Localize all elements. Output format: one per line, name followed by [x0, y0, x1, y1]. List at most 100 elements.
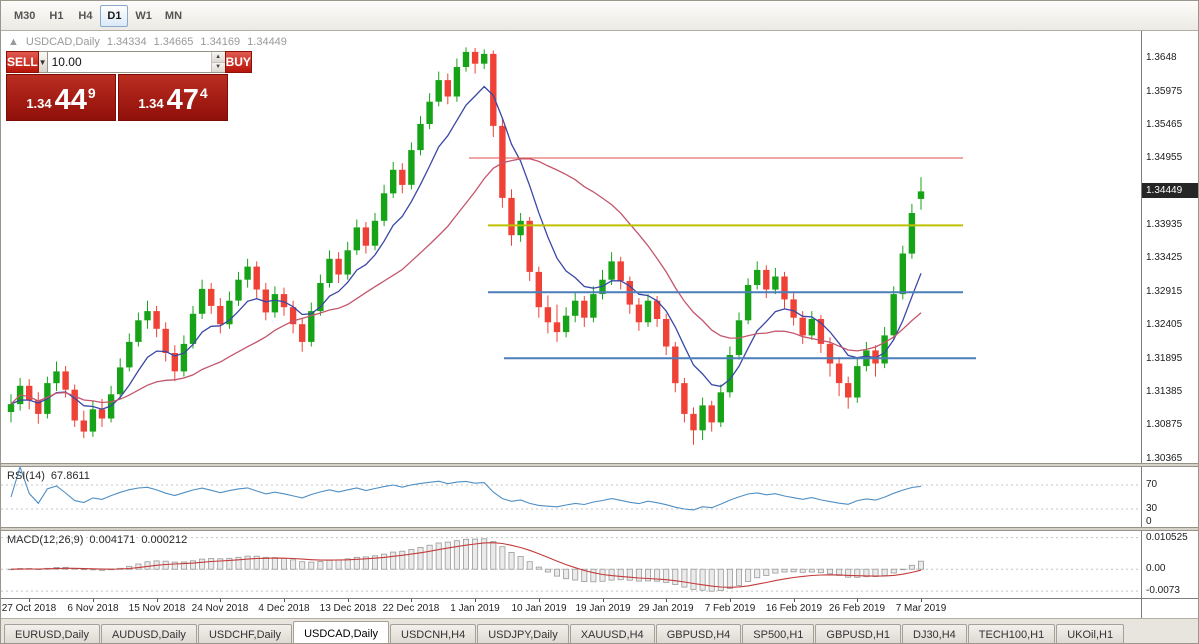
candle-body — [180, 343, 188, 372]
macd-histogram-bar — [681, 568, 688, 588]
volume-input[interactable] — [47, 52, 211, 72]
volume-dropdown-button[interactable]: ▼ — [38, 51, 48, 73]
time-axis-tick — [730, 599, 731, 602]
macd-histogram-bar — [235, 556, 242, 570]
price-axis-label: 1.33935 — [1146, 219, 1183, 230]
macd-name: MACD(12,26,9) — [7, 534, 84, 546]
volume-increase-button[interactable]: ▲ — [211, 52, 225, 63]
candle-body — [353, 227, 360, 251]
candle-body — [317, 283, 324, 312]
trade-prices-row: 1.34 44 9 1.34 47 4 — [6, 74, 228, 121]
macd-histogram-bar — [171, 561, 178, 570]
main-chart-pane: 1.34449 1.3648 1.35975 1.35465 1.34955 1.339… — [1, 31, 1198, 464]
macd-histogram-bar — [253, 555, 260, 570]
candle-body — [499, 125, 506, 198]
candle-body — [681, 383, 688, 414]
macd-chart-svg[interactable] — [1, 531, 1141, 598]
price-axis[interactable]: 1.34449 1.3648 1.35975 1.35465 1.34955 1.339… — [1141, 31, 1198, 464]
chart-tab-dj30-h4[interactable]: DJ30,H4 — [902, 624, 967, 643]
candle-body — [371, 220, 379, 246]
candle-body — [71, 389, 78, 421]
chart-tab-tech100-h1[interactable]: TECH100,H1 — [967, 624, 1056, 643]
ma-slow-line — [10, 158, 922, 405]
candle-body — [845, 383, 852, 398]
macd-histogram-bar — [335, 559, 342, 570]
rsi-axis-label: 30 — [1146, 503, 1158, 514]
time-axis-tick — [475, 599, 476, 602]
chart-tab-usdcnh-h4[interactable]: USDCNH,H4 — [390, 624, 477, 643]
candle-body — [7, 404, 15, 412]
candle-body — [399, 169, 406, 185]
time-axis-tick — [794, 599, 795, 602]
time-axis-label: 22 Dec 2018 — [382, 603, 440, 614]
macd-histogram-bar — [271, 557, 278, 570]
macd-histogram-bar — [462, 538, 469, 570]
timeframe-button-h1[interactable]: H1 — [49, 9, 64, 22]
chart-tab-usdjpy-daily[interactable]: USDJPY,Daily — [477, 624, 569, 643]
candle-body — [890, 294, 897, 336]
candle-body — [881, 335, 888, 364]
collapse-arrow-icon[interactable]: ▲ — [8, 36, 19, 48]
macd-histogram-bar — [526, 561, 533, 570]
time-axis[interactable]: 27 Oct 2018 6 Nov 2018 15 Nov 2018 24 Nov 2… — [1, 598, 1198, 618]
chart-tab-audusd-daily[interactable]: AUDUSD,Daily — [100, 624, 197, 643]
chart-tab-gbpusd-h1[interactable]: GBPUSD,H1 — [815, 624, 901, 643]
time-axis-label: 19 Jan 2019 — [575, 603, 631, 614]
chart-tab-eurusd-daily[interactable]: EURUSD,Daily — [4, 624, 100, 643]
candle-body — [635, 304, 643, 323]
timeframe-button-mn[interactable]: MN — [164, 9, 183, 22]
pane-splitter-rsi[interactable] — [1, 463, 1198, 467]
macd-histogram-bar — [808, 568, 815, 573]
candle-body — [126, 341, 133, 368]
buy-price-tile[interactable]: 1.34 47 4 — [118, 74, 228, 121]
chart-tabs-bar: EURUSD,Daily AUDUSD,Daily USDCHF,Daily USDC… — [1, 618, 1198, 643]
candle-body — [235, 279, 242, 301]
macd-histogram-bar — [817, 568, 824, 574]
macd-axis-label: 0.010525 — [1146, 532, 1188, 543]
macd-histogram-bar — [353, 556, 360, 570]
chart-tab-gbpusd-h4[interactable]: GBPUSD,H4 — [655, 624, 742, 643]
timeframe-button-w1[interactable]: W1 — [135, 9, 152, 22]
one-click-trading-panel: SELL ▼ ▲ ▼ BUY 1.34 44 9 — [6, 51, 252, 121]
time-axis-tick — [220, 599, 221, 602]
macd-histogram-bar — [444, 541, 451, 570]
macd-histogram-bar — [590, 568, 597, 583]
timeframe-toolbar: M30 H1 H4 D1 W1 MN — [1, 1, 1198, 31]
chart-tab-usdchf-daily[interactable]: USDCHF,Daily — [197, 624, 293, 643]
macd-histogram-bar — [790, 568, 797, 573]
macd-axis[interactable]: 0.010525 0.00 -0.0073 — [1141, 531, 1198, 598]
rsi-chart-svg[interactable] — [1, 467, 1141, 527]
chart-tab-ukoil-h1[interactable]: UKOil,H1 — [1056, 624, 1125, 643]
rsi-line — [10, 467, 922, 511]
chart-tab-xauusd-h4[interactable]: XAUUSD,H4 — [569, 624, 655, 643]
buy-button[interactable]: BUY — [224, 51, 252, 73]
candles — [7, 47, 925, 445]
candle-body — [35, 400, 42, 414]
sell-price-tile[interactable]: 1.34 44 9 — [6, 74, 116, 121]
ma-fast-line — [10, 85, 922, 410]
candle-body — [226, 300, 233, 325]
macd-histogram-bar — [408, 549, 415, 570]
macd-histogram-bar — [299, 561, 306, 570]
candle-body — [189, 313, 197, 344]
candle-body — [726, 355, 734, 393]
pane-splitter-macd[interactable] — [1, 527, 1198, 531]
price-axis-label: 1.34955 — [1146, 152, 1183, 163]
rsi-axis[interactable]: 70 30 0 — [1141, 467, 1198, 527]
timeframe-button-m30[interactable]: M30 — [14, 9, 36, 22]
candle-body — [262, 289, 269, 313]
macd-histogram-bar — [508, 551, 515, 570]
chart-tab-sp500-h1[interactable]: SP500,H1 — [742, 624, 815, 643]
sell-button[interactable]: SELL — [6, 51, 39, 73]
candle-body — [763, 269, 770, 290]
macd-histogram-bar — [890, 568, 897, 574]
timeframe-button-h4[interactable]: H4 — [78, 9, 93, 22]
volume-decrease-button[interactable]: ▼ — [211, 62, 225, 72]
macd-axis-label: 0.00 — [1146, 563, 1166, 574]
timeframe-button-d1[interactable]: D1 — [100, 4, 129, 27]
macd-histogram-bar — [180, 561, 187, 570]
price-chart-svg[interactable] — [1, 31, 1141, 463]
macd-histogram-bar — [308, 561, 315, 570]
chart-tab-usdcad-daily[interactable]: USDCAD,Daily — [293, 621, 390, 643]
